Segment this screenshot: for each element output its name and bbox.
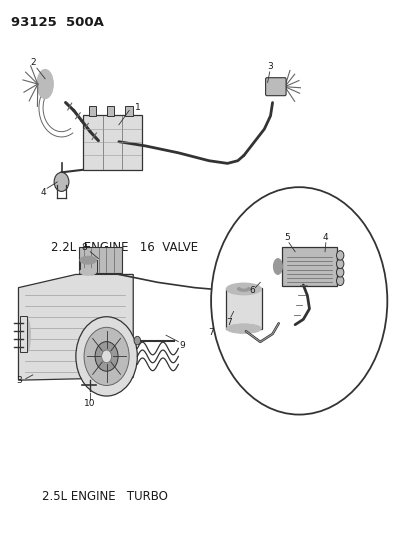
Text: 3: 3 xyxy=(267,62,273,71)
FancyBboxPatch shape xyxy=(79,247,121,273)
Circle shape xyxy=(336,251,343,260)
Ellipse shape xyxy=(226,324,261,334)
Polygon shape xyxy=(19,274,133,380)
Text: 2: 2 xyxy=(30,59,36,67)
Circle shape xyxy=(134,336,140,345)
Polygon shape xyxy=(92,253,108,274)
Circle shape xyxy=(102,350,111,363)
Text: 7: 7 xyxy=(226,318,232,327)
Text: 3: 3 xyxy=(17,376,22,385)
Ellipse shape xyxy=(237,287,250,292)
FancyBboxPatch shape xyxy=(107,106,114,116)
Text: 7: 7 xyxy=(208,328,214,337)
FancyBboxPatch shape xyxy=(79,260,97,272)
Ellipse shape xyxy=(23,318,30,352)
Text: 10: 10 xyxy=(84,400,96,408)
FancyBboxPatch shape xyxy=(225,288,261,329)
Ellipse shape xyxy=(273,259,282,274)
Circle shape xyxy=(336,268,343,277)
FancyBboxPatch shape xyxy=(20,316,27,352)
Circle shape xyxy=(336,276,343,286)
FancyBboxPatch shape xyxy=(83,115,142,169)
Ellipse shape xyxy=(226,283,261,295)
Circle shape xyxy=(54,172,69,191)
Ellipse shape xyxy=(37,69,53,99)
Text: 1: 1 xyxy=(134,103,140,112)
FancyBboxPatch shape xyxy=(281,247,336,286)
Text: 4: 4 xyxy=(40,188,46,197)
Text: 6: 6 xyxy=(249,286,254,295)
Text: 93125  500A: 93125 500A xyxy=(11,16,104,29)
Ellipse shape xyxy=(239,284,247,288)
Text: 8: 8 xyxy=(81,244,87,253)
Circle shape xyxy=(76,317,137,396)
Text: 2.5L ENGINE   TURBO: 2.5L ENGINE TURBO xyxy=(41,490,167,503)
Text: 5: 5 xyxy=(283,233,289,242)
Ellipse shape xyxy=(80,268,96,275)
Text: 9: 9 xyxy=(179,341,185,350)
Circle shape xyxy=(84,327,129,385)
Circle shape xyxy=(211,187,387,415)
FancyBboxPatch shape xyxy=(265,78,285,96)
FancyBboxPatch shape xyxy=(88,106,96,116)
Text: 4: 4 xyxy=(322,233,328,242)
Circle shape xyxy=(95,342,118,371)
Text: 2.2L  ENGINE   16  VALVE: 2.2L ENGINE 16 VALVE xyxy=(51,241,198,254)
Circle shape xyxy=(336,259,343,269)
FancyBboxPatch shape xyxy=(125,106,133,116)
Ellipse shape xyxy=(80,256,96,264)
